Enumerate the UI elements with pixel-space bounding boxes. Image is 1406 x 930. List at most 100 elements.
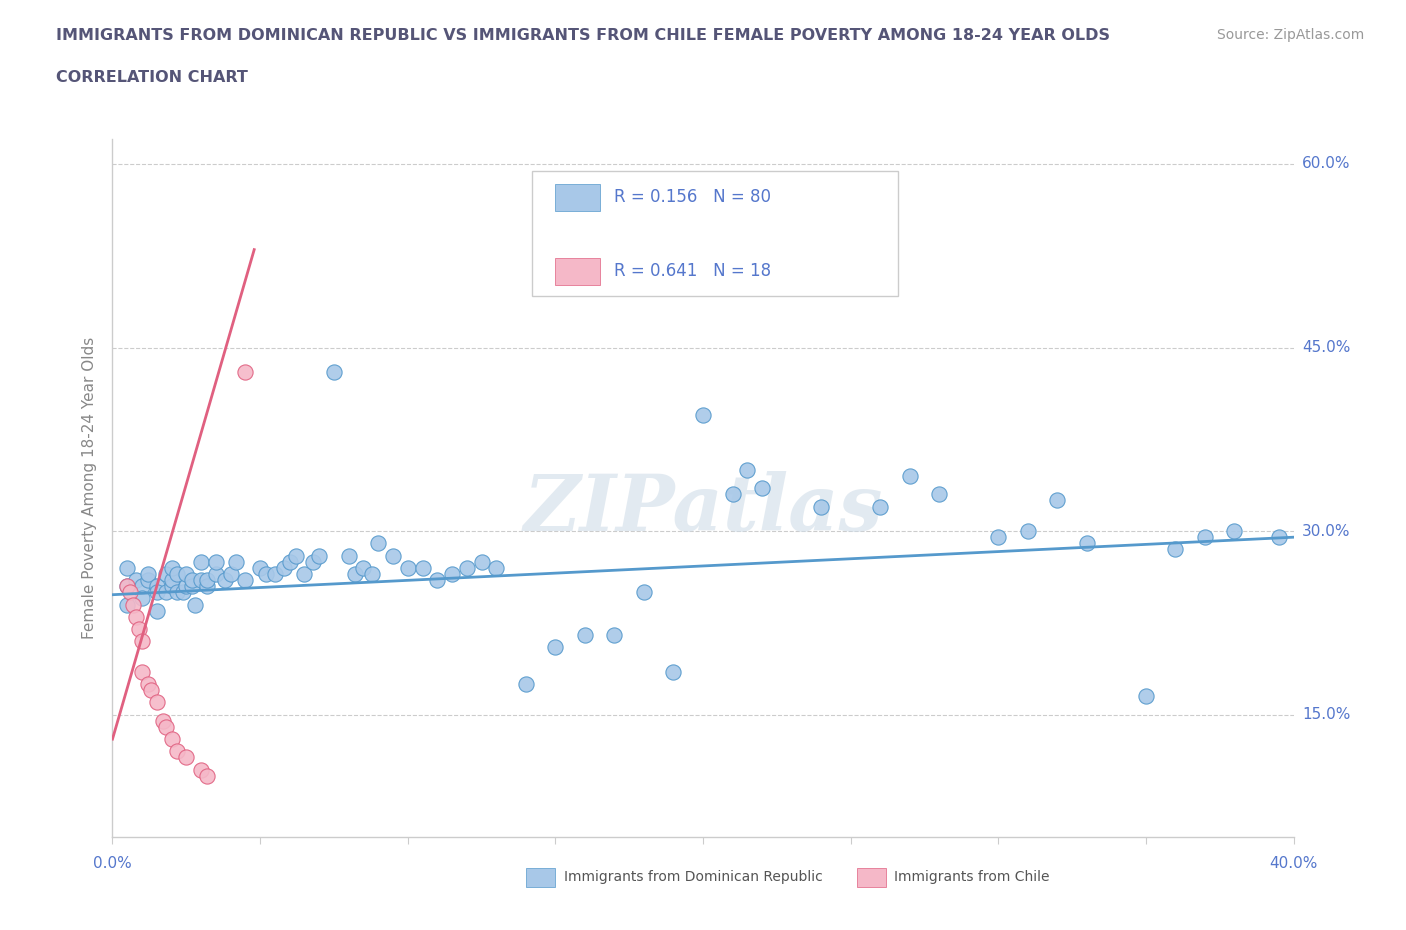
Text: 30.0%: 30.0% [1302,524,1350,538]
Point [117,597,138,612]
Point [195,768,218,783]
Point [1046,493,1069,508]
Point [160,732,183,747]
Point [225,554,247,569]
Point [120,585,142,600]
Point [160,561,183,576]
Point [166,566,188,581]
Point [195,573,218,588]
Point [131,591,153,605]
Point [131,633,153,648]
Point [184,597,207,612]
Point [136,573,159,588]
Point [181,573,204,588]
Point [603,628,626,643]
Point [166,585,188,600]
Point [122,597,145,612]
Bar [856,868,886,887]
Point [323,365,346,379]
Point [302,554,325,569]
Point [174,566,197,581]
Point [810,499,832,514]
Point [233,573,256,588]
Point [515,677,537,692]
Point [396,561,419,576]
Bar [555,184,600,211]
Point [352,561,374,576]
Point [721,487,744,502]
Point [292,566,315,581]
Point [343,566,366,581]
Text: CORRELATION CHART: CORRELATION CHART [56,70,247,85]
Text: Immigrants from Chile: Immigrants from Chile [894,870,1050,884]
Point [190,573,212,588]
Point [898,469,921,484]
Text: IMMIGRANTS FROM DOMINICAN REPUBLIC VS IMMIGRANTS FROM CHILE FEMALE POVERTY AMONG: IMMIGRANTS FROM DOMINICAN REPUBLIC VS IM… [56,28,1111,43]
Point [254,566,277,581]
Text: R = 0.641   N = 18: R = 0.641 N = 18 [614,262,772,280]
Point [174,578,197,593]
Point [117,578,138,593]
Point [172,585,194,600]
Point [367,536,389,551]
Point [692,407,714,422]
Text: 40.0%: 40.0% [1270,856,1317,870]
Point [181,578,204,593]
Point [264,566,287,581]
Point [308,548,330,563]
Point [155,720,177,735]
Text: 0.0%: 0.0% [93,856,132,870]
Text: 45.0%: 45.0% [1302,340,1350,355]
Point [128,621,150,636]
Point [205,554,228,569]
Point [160,578,183,593]
Point [117,561,138,576]
Point [751,481,773,496]
Point [195,578,218,593]
Point [139,683,162,698]
Point [470,554,494,569]
Point [987,530,1010,545]
Point [1017,524,1039,538]
Point [361,566,384,581]
Point [136,677,159,692]
Point [737,462,759,477]
Point [1268,530,1291,545]
Point [426,573,449,588]
Point [441,566,464,581]
Point [411,561,433,576]
Bar [526,868,555,887]
Point [125,609,148,624]
Point [1076,536,1098,551]
Point [382,548,405,563]
Point [174,750,197,764]
Text: ZIPatlas: ZIPatlas [523,471,883,548]
Point [152,713,174,728]
Point [146,695,169,710]
Point [928,487,950,502]
Point [146,578,169,593]
FancyBboxPatch shape [531,171,898,297]
Point [456,561,478,576]
Point [249,561,271,576]
Point [131,578,153,593]
Point [233,365,256,379]
Point [284,548,307,563]
Text: 60.0%: 60.0% [1302,156,1350,171]
Point [146,585,169,600]
Point [190,763,212,777]
Text: Source: ZipAtlas.com: Source: ZipAtlas.com [1216,28,1364,42]
Point [544,640,567,655]
Point [869,499,891,514]
Point [160,573,183,588]
Point [278,554,301,569]
Text: Immigrants from Dominican Republic: Immigrants from Dominican Republic [564,870,823,884]
Point [136,566,159,581]
Point [337,548,360,563]
Text: R = 0.156   N = 80: R = 0.156 N = 80 [614,189,772,206]
Point [214,573,236,588]
Point [1223,524,1246,538]
Point [485,561,508,576]
Point [117,578,138,593]
Point [155,566,177,581]
